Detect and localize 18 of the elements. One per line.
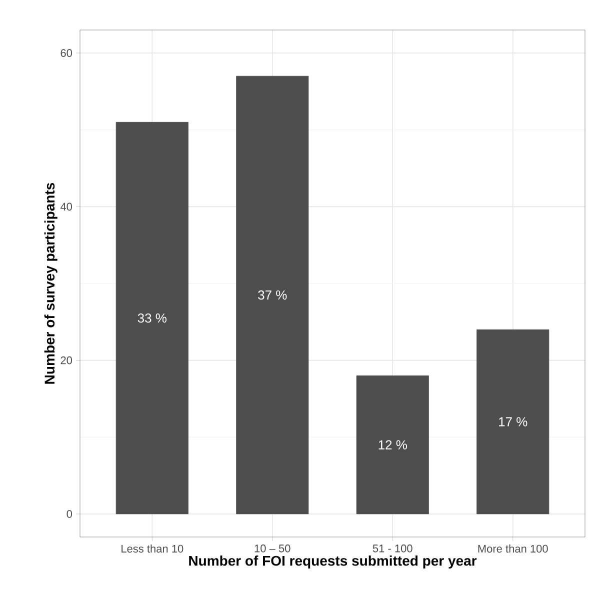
- bar: [476, 329, 550, 514]
- y-tick-label: 0: [66, 510, 72, 518]
- y-axis-title: Number of survey participants: [44, 182, 58, 384]
- annotation: 37 %: [258, 290, 287, 300]
- x-tick-label: 51 - 100: [372, 544, 412, 552]
- y-tick-label: 60: [60, 49, 72, 57]
- y-tick-label: 40: [60, 202, 72, 211]
- x-tick-label: More than 100: [478, 544, 548, 553]
- bar: [356, 375, 429, 514]
- annotation: 33 %: [138, 313, 166, 323]
- y-tick-label: 20: [60, 356, 72, 364]
- bar: [116, 122, 188, 514]
- annotation: 12 %: [378, 440, 407, 450]
- x-axis-title: Number of FOI requests submitted per year: [189, 555, 477, 569]
- annotation: 17 %: [499, 417, 528, 426]
- x-tick-label: 10 – 50: [254, 544, 290, 552]
- x-tick-label: Less than 10: [122, 544, 184, 553]
- bar: [236, 76, 309, 514]
